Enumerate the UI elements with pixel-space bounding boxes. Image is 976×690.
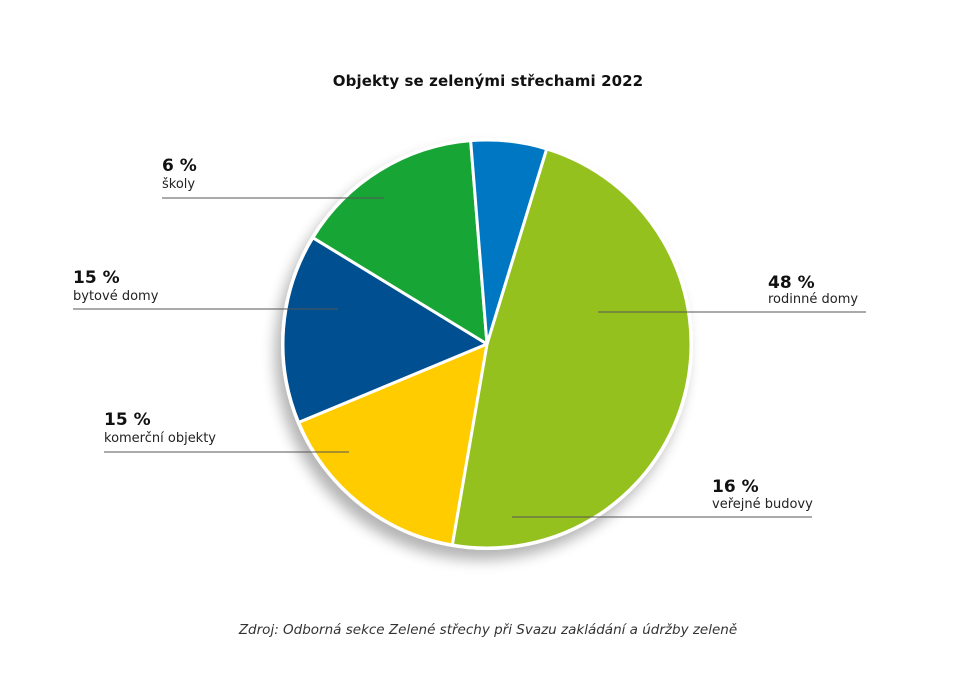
slice-category-label-3: komerční objekty <box>104 431 216 446</box>
pie-slice-1 <box>450 147 693 550</box>
pie-slice-2 <box>297 342 489 547</box>
slice-value-label-5: 6 % <box>162 156 197 176</box>
slice-value-label-1: 48 % <box>768 273 815 293</box>
pie-slice-4 <box>311 139 489 346</box>
slice-value-label-2: 16 % <box>712 477 759 497</box>
pie-slice-5 <box>469 138 549 346</box>
pie-slice-3 <box>281 236 489 424</box>
slice-value-label-3: 15 % <box>104 410 151 430</box>
slice-category-label-5: školy <box>162 177 195 192</box>
slice-category-label-2: veřejné budovy <box>712 497 813 512</box>
slice-category-label-1: rodinné domy <box>768 292 858 307</box>
slice-value-label-4: 15 % <box>73 268 120 288</box>
pie-slices <box>281 138 693 550</box>
chart-source: Zdroj: Odborná sekce Zelené střechy při … <box>238 622 738 638</box>
slice-category-label-4: bytové domy <box>73 289 159 304</box>
chart-title: Objekty se zelenými střechami 2022 <box>332 72 644 90</box>
